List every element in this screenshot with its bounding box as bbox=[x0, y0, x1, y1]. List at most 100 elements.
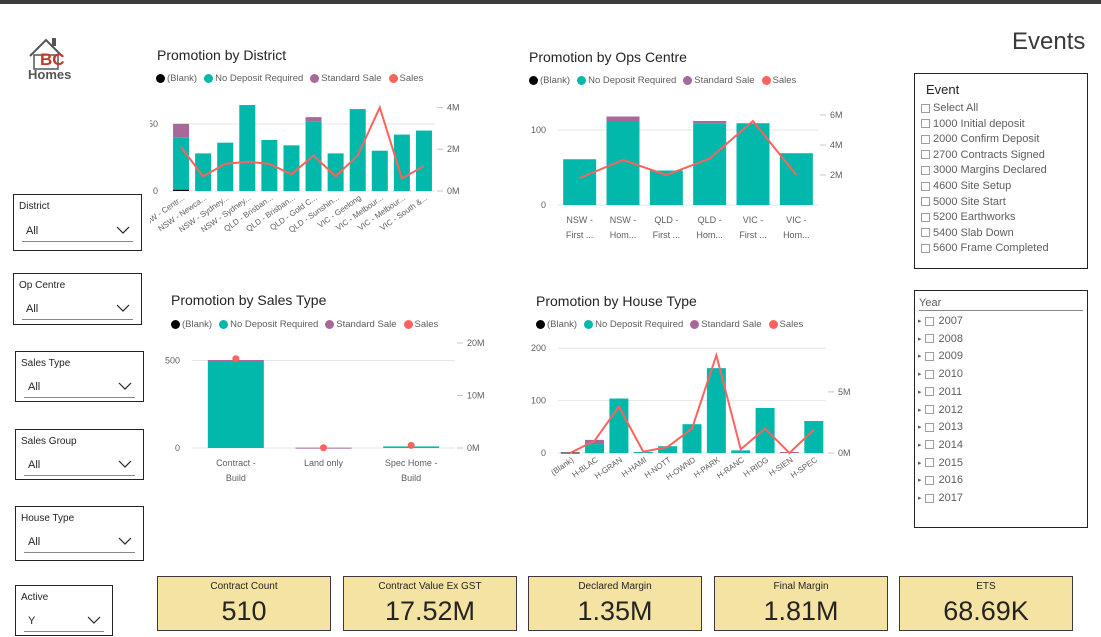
checkbox-icon[interactable] bbox=[921, 181, 930, 191]
checkbox-icon[interactable] bbox=[924, 405, 934, 414]
x-tick-label: VIC - bbox=[743, 215, 764, 225]
checkbox-icon[interactable] bbox=[921, 150, 930, 160]
expand-icon[interactable]: ▸ bbox=[918, 406, 922, 414]
checkbox-icon[interactable] bbox=[921, 212, 930, 222]
year-option[interactable]: ▸ 2011 bbox=[918, 385, 963, 398]
expand-icon[interactable]: ▸ bbox=[918, 495, 922, 502]
year-option[interactable]: ▸ 2013 bbox=[918, 421, 963, 434]
checkbox-icon[interactable] bbox=[921, 243, 930, 253]
expand-icon[interactable]: ▸ bbox=[918, 353, 922, 361]
slicer-label: District bbox=[19, 201, 50, 212]
sales-group-dropdown[interactable]: All bbox=[24, 456, 135, 476]
bar-standard-sale bbox=[305, 117, 322, 122]
legend-ops: (Blank) No Deposit Required Standard Sal… bbox=[529, 75, 803, 86]
op-centre-dropdown[interactable]: All bbox=[22, 300, 133, 320]
year-option[interactable]: ▸ 2012 bbox=[918, 403, 963, 416]
year-option[interactable]: ▸ 2009 bbox=[918, 350, 963, 363]
expand-icon[interactable]: ▸ bbox=[918, 318, 922, 325]
expand-icon[interactable]: ▸ bbox=[918, 388, 922, 396]
chart-ops[interactable]: 0 100 2M 4M 6M NSW - First ... NSW - Hom... QLD -… bbox=[520, 88, 860, 250]
expand-icon[interactable]: ▸ bbox=[918, 424, 922, 432]
sales-type-dropdown[interactable]: All bbox=[24, 378, 135, 398]
checkbox-icon[interactable] bbox=[921, 119, 930, 129]
expand-icon[interactable]: ▸ bbox=[918, 459, 922, 467]
nodeposit-dot-icon bbox=[584, 320, 594, 329]
slicer-house-type: House Type All bbox=[15, 506, 144, 561]
event-option[interactable]: Select All bbox=[921, 102, 978, 114]
year-option[interactable]: ▸ 2010 bbox=[918, 368, 963, 381]
house-logo-icon bbox=[29, 38, 63, 70]
sales-point bbox=[232, 355, 240, 363]
chart-house-type[interactable]: 01002000M5M(Blank)H-BLACH-GRANH-HAMIH-NO… bbox=[528, 333, 868, 493]
x-tick-label: Contract - bbox=[216, 458, 256, 468]
year-option[interactable]: ▸ 2014 bbox=[918, 438, 963, 451]
checkbox-icon[interactable] bbox=[924, 334, 934, 344]
checkbox-icon[interactable] bbox=[921, 134, 930, 144]
year-option[interactable]: ▸ 2017 bbox=[918, 492, 963, 504]
slicer-sales-type: Sales Type All bbox=[15, 351, 144, 402]
checkbox-icon[interactable] bbox=[924, 351, 934, 361]
bar-no-deposit-required bbox=[563, 159, 597, 205]
bar-standard-sale bbox=[606, 116, 640, 121]
event-option[interactable]: 5200 Earthworks bbox=[921, 211, 1016, 223]
y2-tick-label: 2M bbox=[447, 144, 460, 154]
district-dropdown[interactable]: All bbox=[22, 222, 133, 242]
checkbox-icon[interactable] bbox=[921, 165, 930, 175]
checkbox-icon[interactable] bbox=[924, 493, 934, 503]
event-option[interactable]: 5400 Slab Down bbox=[921, 227, 1014, 239]
year-option[interactable]: ▸ 2015 bbox=[918, 456, 963, 469]
expand-icon[interactable]: ▸ bbox=[918, 441, 922, 449]
event-option[interactable]: 2700 Contracts Signed bbox=[921, 149, 1045, 161]
nodeposit-dot-icon bbox=[577, 76, 587, 85]
bar-no-deposit-required bbox=[415, 130, 432, 191]
checkbox-icon[interactable] bbox=[921, 103, 930, 113]
event-option[interactable]: 5600 Frame Completed bbox=[921, 242, 1049, 254]
slicer-label: Op Centre bbox=[19, 280, 66, 291]
checkbox-icon[interactable] bbox=[921, 228, 930, 238]
event-option[interactable]: 4600 Site Setup bbox=[921, 180, 1011, 192]
checkbox-icon[interactable] bbox=[924, 387, 934, 397]
nodeposit-dot-icon bbox=[219, 320, 229, 329]
event-option[interactable]: 2000 Confirm Deposit bbox=[921, 133, 1039, 145]
y2-tick-label: 5M bbox=[838, 387, 851, 397]
checkbox-icon[interactable] bbox=[924, 316, 934, 326]
card-title: Declared Margin bbox=[578, 581, 652, 592]
active-dropdown[interactable]: Y bbox=[24, 612, 104, 632]
checkbox-icon[interactable] bbox=[921, 197, 930, 207]
x-tick-label: Hom... bbox=[610, 230, 637, 240]
y-tick-label: 0 bbox=[153, 186, 158, 196]
slicer-label: Sales Type bbox=[21, 358, 71, 369]
y-tick-label: 50 bbox=[150, 119, 158, 129]
y2-tick-label: 10M bbox=[467, 391, 485, 401]
x-tick-label: Hom... bbox=[696, 230, 723, 240]
bar-no-deposit-required bbox=[371, 150, 388, 191]
expand-icon[interactable]: ▸ bbox=[918, 335, 922, 343]
x-tick-label: First ... bbox=[653, 230, 681, 240]
expand-icon[interactable]: ▸ bbox=[918, 477, 922, 485]
chart-sales-type[interactable]: 0 500 0M 10M 20M Contract - Build Land only Spec… bbox=[165, 333, 495, 493]
legend-item-blank: (Blank) bbox=[156, 73, 197, 84]
bar-no-deposit-required bbox=[755, 407, 775, 453]
card-value: 68.69K bbox=[943, 596, 1029, 626]
checkbox-icon[interactable] bbox=[924, 458, 934, 468]
event-slicer-title: Event bbox=[926, 82, 960, 97]
checkbox-icon[interactable] bbox=[924, 369, 934, 379]
checkbox-icon[interactable] bbox=[924, 475, 934, 485]
event-option[interactable]: 1000 Initial deposit bbox=[921, 118, 1025, 130]
slicer-op-centre: Op Centre All bbox=[13, 273, 142, 325]
y-tick-label: 0 bbox=[175, 443, 180, 453]
expand-icon[interactable]: ▸ bbox=[918, 371, 922, 379]
year-option[interactable]: ▸ 2008 bbox=[918, 332, 963, 345]
sales-dot-icon bbox=[768, 320, 778, 329]
logo-letters: BC bbox=[40, 50, 65, 69]
y2-tick-label: 2M bbox=[830, 170, 843, 180]
house-type-dropdown[interactable]: All bbox=[24, 533, 135, 553]
event-option[interactable]: 3000 Margins Declared bbox=[921, 164, 1047, 176]
card-declared-margin: Declared Margin 1.35M bbox=[528, 576, 702, 631]
checkbox-icon[interactable] bbox=[924, 440, 934, 450]
checkbox-icon[interactable] bbox=[924, 422, 934, 432]
event-option[interactable]: 5000 Site Start bbox=[921, 196, 1006, 208]
year-option[interactable]: ▸ 2016 bbox=[918, 474, 963, 487]
year-option[interactable]: ▸ 2007 bbox=[918, 315, 963, 327]
